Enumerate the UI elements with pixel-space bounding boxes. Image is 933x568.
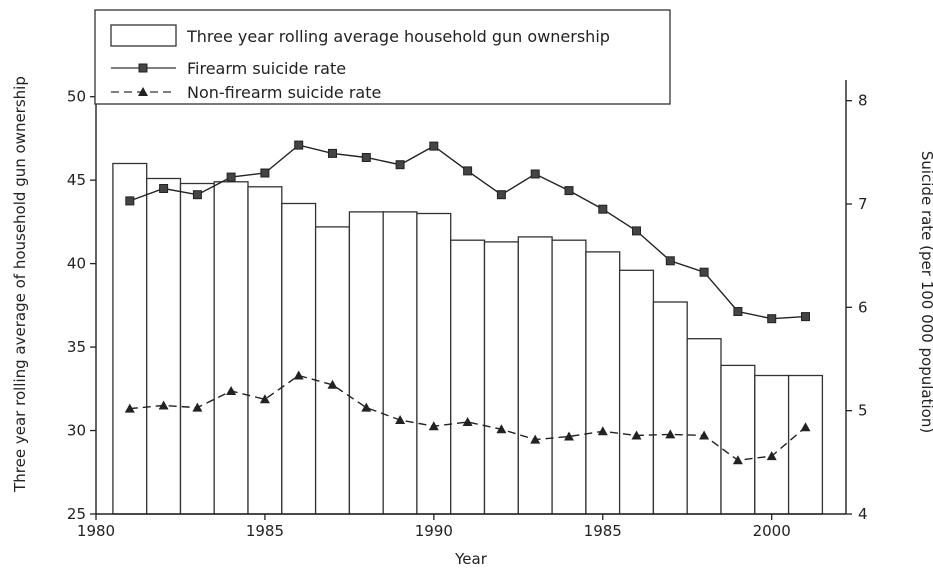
- bar-1997: [652, 301, 688, 515]
- firearm-point-1990: [429, 141, 439, 151]
- x-tick-label: 1980: [77, 522, 115, 540]
- bar-1994: [551, 239, 587, 515]
- bar-1984: [213, 181, 249, 515]
- firearm-point-1991: [463, 166, 473, 176]
- bar-1995: [585, 251, 621, 515]
- bar-1998: [686, 338, 722, 515]
- nonfirearm-point-1981: [124, 403, 135, 413]
- nonfirearm-point-1989: [395, 415, 406, 424]
- bars-group: [112, 162, 824, 515]
- firearm-point-2001: [801, 312, 810, 322]
- nonfirearm-point-1987: [327, 379, 338, 389]
- bar-2001: [787, 374, 824, 515]
- nonfirearm-point-2001: [800, 422, 811, 432]
- bar-1989: [382, 211, 418, 515]
- firearm-point-1987: [328, 148, 337, 158]
- bar-1983: [179, 182, 215, 515]
- bar-1985: [247, 186, 283, 515]
- x-tick-label: 2000: [753, 522, 791, 540]
- legend-box: [94, 9, 671, 105]
- firearm-point-1999: [733, 307, 743, 316]
- bar-2000: [754, 374, 790, 515]
- firearm-point-1988: [361, 153, 371, 162]
- nonfirearm-point-1995: [597, 426, 608, 436]
- lines-group: [124, 140, 811, 465]
- nonfirearm-point-1985: [259, 394, 270, 404]
- y2-tick-label: 4: [858, 505, 868, 523]
- firearm-point-1994: [564, 186, 574, 196]
- firearm-point-1984: [226, 172, 236, 182]
- bar-1981: [112, 162, 148, 515]
- nonfirearm-point-2000: [766, 451, 777, 461]
- axes-group: [95, 80, 847, 515]
- nonfirearm-point-1997: [665, 429, 676, 439]
- x-axis-title: Year: [454, 550, 488, 568]
- y-tick-label: 25: [67, 505, 86, 523]
- bar-1996: [618, 269, 655, 515]
- y-tick-label: 40: [67, 255, 86, 273]
- nonfirearm-point-1999: [732, 455, 743, 465]
- x-tick-label: 1985: [246, 522, 284, 540]
- y2-tick-label: 8: [858, 92, 868, 110]
- firearm-point-1981: [125, 196, 135, 206]
- bar-1992: [483, 241, 519, 515]
- legend: Three year rolling average household gun…: [94, 9, 671, 105]
- nonfirearm-point-1986: [293, 370, 304, 380]
- nonfirearm-point-1983: [192, 402, 203, 412]
- firearm-point-1986: [294, 140, 304, 150]
- firearm-point-1993: [530, 169, 540, 179]
- nonfirearm-point-1982: [158, 400, 169, 410]
- nonfirearm-point-1992: [496, 424, 507, 434]
- nonfirearm-line: [129, 374, 806, 462]
- nonfirearm-point-1994: [564, 431, 574, 441]
- bar-1993: [517, 236, 553, 515]
- bar-1987: [314, 226, 351, 515]
- nonfirearm-point-1984: [226, 386, 237, 395]
- y-axis-title: Three year rolling average of household …: [11, 76, 29, 493]
- firearm-point-1982: [159, 184, 169, 193]
- firearm-point-2000: [767, 314, 777, 324]
- legend-label-gun-ownership: Three year rolling average household gun…: [186, 27, 610, 46]
- legend-triangle-marker-icon: [138, 87, 148, 96]
- bar-1990: [416, 212, 452, 515]
- y-tick-label: 45: [67, 171, 86, 189]
- y2-axis-title: Suicide rate (per 100 000 population): [918, 151, 933, 433]
- legend-label-nonfirearm: Non-firearm suicide rate: [187, 83, 381, 102]
- nonfirearm-point-1996: [631, 430, 642, 440]
- bar-1999: [720, 364, 756, 515]
- firearm-point-1983: [192, 190, 202, 200]
- bar-1986: [281, 202, 317, 515]
- firearm-point-1985: [260, 168, 270, 178]
- nonfirearm-point-1990: [428, 421, 439, 431]
- firearm-point-1992: [496, 190, 506, 200]
- y-tick-label: 35: [67, 338, 86, 356]
- firearm-point-1996: [632, 226, 641, 236]
- firearm-point-1998: [699, 267, 709, 277]
- firearm-point-1989: [395, 160, 405, 170]
- nonfirearm-point-1991: [462, 417, 473, 426]
- x-tick-label: 1990: [415, 522, 453, 540]
- x-tick-label: 1985: [584, 522, 622, 540]
- firearm-point-1995: [598, 204, 608, 214]
- nonfirearm-point-1998: [699, 430, 710, 440]
- y2-tick-label: 5: [858, 402, 868, 420]
- legend-label-firearm: Firearm suicide rate: [187, 59, 346, 78]
- bar-1988: [348, 211, 384, 515]
- y-tick-label: 50: [67, 88, 86, 106]
- y2-tick-label: 6: [858, 298, 868, 316]
- bar-1982: [146, 177, 182, 515]
- nonfirearm-point-1988: [361, 402, 372, 412]
- legend-bar-swatch: [110, 24, 177, 47]
- firearm-point-1997: [665, 256, 675, 266]
- y2-tick-label: 7: [858, 195, 868, 213]
- y-tick-label: 30: [67, 422, 86, 440]
- bar-1991: [450, 239, 486, 515]
- legend-square-marker-icon: [138, 63, 148, 73]
- nonfirearm-point-1993: [530, 434, 541, 444]
